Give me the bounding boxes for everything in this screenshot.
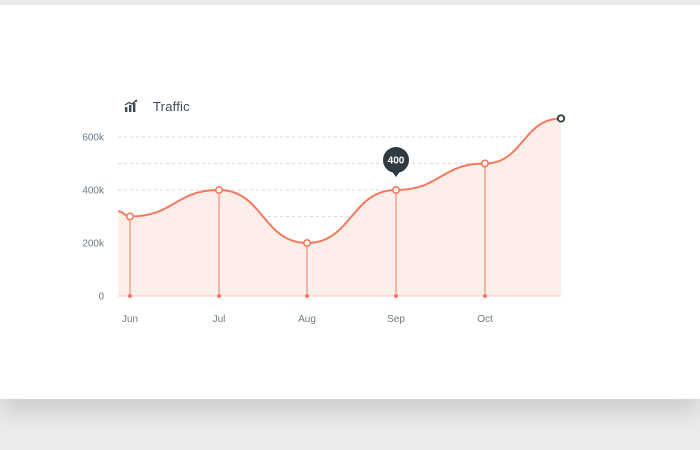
x-axis-ticks: Jun Jul Aug Sep Oct — [122, 314, 493, 325]
baseline-dot-jun — [128, 294, 132, 298]
x-tick-label: Jul — [213, 314, 226, 325]
line-chart-icon — [124, 99, 138, 112]
x-tick-label: Sep — [387, 314, 405, 325]
baseline-dot-oct — [483, 294, 487, 298]
y-tick-label: 200k — [82, 239, 105, 250]
y-tick-label: 400k — [82, 186, 105, 197]
data-point-oct[interactable] — [480, 159, 489, 168]
drop-lines — [129, 163, 486, 296]
value-tooltip: 400 — [383, 147, 409, 177]
y-tick-label: 0 — [98, 292, 104, 303]
area-fill — [118, 118, 561, 296]
x-tick-label: Oct — [477, 314, 493, 325]
data-point-sep[interactable] — [391, 186, 400, 195]
tooltip-bubble — [383, 147, 409, 173]
data-point-end[interactable] — [556, 114, 566, 123]
data-point-aug[interactable] — [302, 239, 311, 248]
data-point-jun[interactable] — [126, 212, 135, 221]
y-tick-label: 600k — [82, 133, 105, 144]
x-tick-label: Jun — [122, 314, 138, 325]
chart-card — [0, 5, 700, 399]
baseline-dot-aug — [305, 294, 309, 298]
x-tick-label: Aug — [298, 314, 316, 325]
tooltip-label: 400 — [388, 156, 405, 167]
y-axis-ticks: 0 200k 400k 600k — [82, 133, 105, 303]
chart-title: Traffic — [153, 98, 190, 114]
data-points — [126, 114, 566, 298]
data-point-jul[interactable] — [215, 186, 224, 195]
baseline-dot-sep — [394, 294, 398, 298]
chart-header: Traffic — [124, 96, 190, 116]
baseline-dot-jul — [217, 294, 221, 298]
tooltip-pointer — [391, 170, 401, 177]
